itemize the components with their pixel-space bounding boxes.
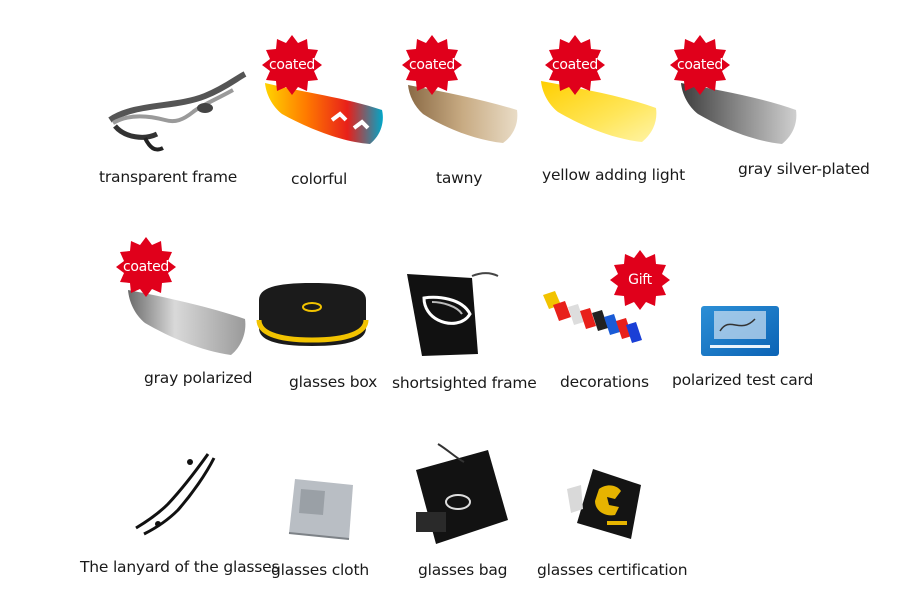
gray-silver-plated-label: gray silver-plated [738, 160, 870, 178]
coated-badge: coated [262, 35, 322, 95]
gray-polarized-lens-image [125, 285, 250, 361]
gift-badge: Gift [610, 250, 670, 310]
glasses-box-label: glasses box [289, 373, 378, 391]
glasses-cloth-image [285, 475, 360, 543]
polarized-test-card-label: polarized test card [672, 371, 814, 389]
glasses-cloth-label: glasses cloth [271, 561, 369, 579]
lanyard-label: The lanyard of the glasses [80, 558, 280, 576]
shortsighted-frame-image [402, 268, 502, 358]
decorations-image [540, 285, 645, 350]
coated-badge: coated [402, 35, 462, 95]
coated-badge: coated [545, 35, 605, 95]
tawny-label: tawny [436, 169, 483, 187]
colorful-label: colorful [291, 170, 348, 188]
transparent-frame-label: transparent frame [99, 168, 238, 186]
polarized-test-card-image [700, 305, 780, 357]
colorful-lens-image [262, 78, 387, 150]
transparent-frame-image [105, 68, 250, 158]
decorations-label: decorations [560, 373, 649, 391]
glasses-certification-image [563, 465, 645, 545]
yellow-lens-image [538, 76, 660, 148]
lanyard-image [128, 448, 223, 538]
coated-badge: coated [670, 35, 730, 95]
yellow-adding-light-label: yellow adding light [542, 166, 686, 184]
shortsighted-frame-label: shortsighted frame [392, 374, 537, 392]
coated-badge: coated [116, 237, 176, 297]
tawny-lens-image [405, 80, 520, 148]
glasses-box-image [255, 280, 370, 350]
gray-polarized-label: gray polarized [144, 369, 253, 387]
glasses-bag-label: glasses bag [418, 561, 508, 579]
glasses-certification-label: glasses certification [537, 561, 688, 579]
glasses-bag-image [408, 440, 518, 550]
gray-silver-lens-image [678, 78, 800, 150]
